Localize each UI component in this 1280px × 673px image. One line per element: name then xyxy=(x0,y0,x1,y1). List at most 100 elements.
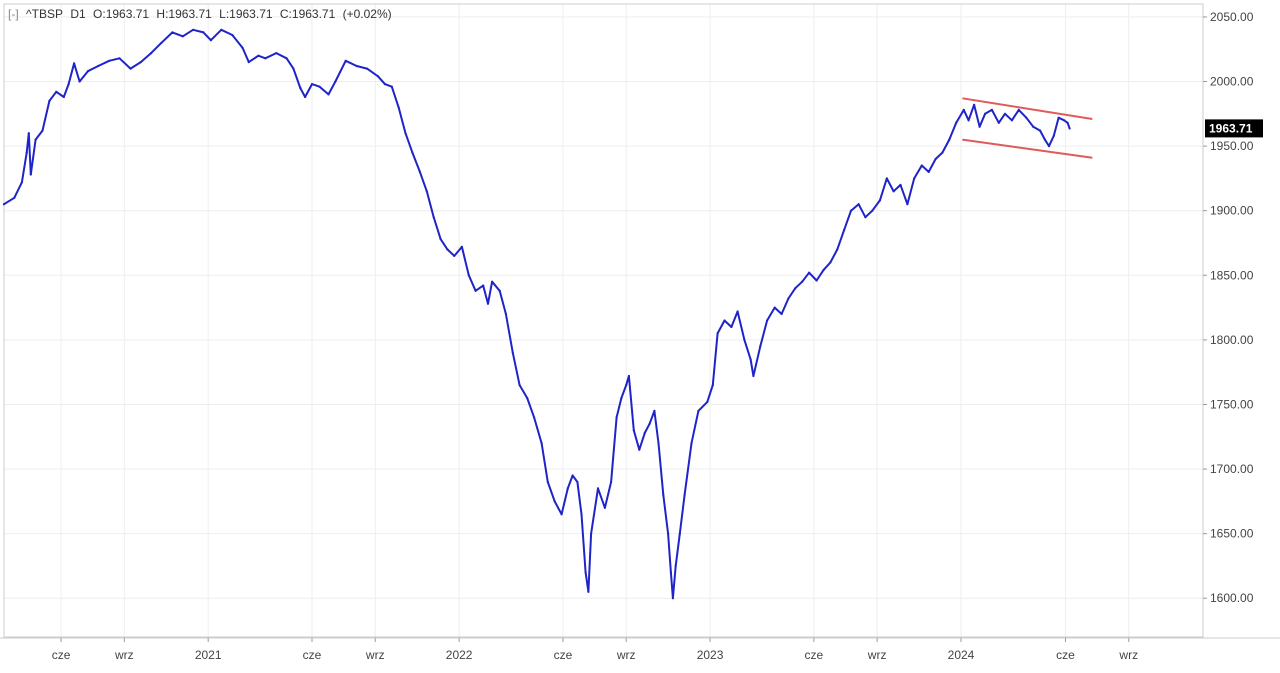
data-point xyxy=(906,203,909,206)
data-point xyxy=(674,564,677,568)
data-point xyxy=(978,125,981,128)
data-point xyxy=(299,86,302,90)
y-tick-label: 2000.00 xyxy=(1210,75,1254,89)
data-point xyxy=(1010,119,1014,122)
low-value: L:1963.71 xyxy=(219,7,273,21)
collapse-toggle[interactable]: [-] xyxy=(8,7,19,21)
y-tick-label: 1850.00 xyxy=(1210,268,1254,282)
data-point xyxy=(920,164,923,167)
data-point xyxy=(344,59,347,62)
data-point xyxy=(504,312,507,316)
data-point xyxy=(836,248,839,251)
data-point xyxy=(892,190,895,193)
data-point xyxy=(808,271,811,274)
data-point xyxy=(576,480,579,484)
data-point xyxy=(941,151,944,154)
trendlines[interactable] xyxy=(962,97,1093,159)
data-point xyxy=(383,83,386,86)
data-point xyxy=(2,203,6,206)
axes: 2050.00 2000.00 1950.00 1900.00 1850.00 1800.… xyxy=(0,3,1280,662)
data-point xyxy=(584,571,587,574)
y-tick-label: 1900.00 xyxy=(1210,204,1254,218)
data-point xyxy=(1066,121,1069,124)
data-point xyxy=(560,513,563,516)
plot-frame xyxy=(3,3,1204,638)
data-point xyxy=(801,280,804,283)
data-point xyxy=(34,138,37,141)
data-point xyxy=(610,480,613,484)
data-point xyxy=(62,95,65,99)
data-point xyxy=(596,487,600,490)
grid xyxy=(4,4,1203,637)
data-point xyxy=(1032,125,1035,128)
data-point xyxy=(843,229,846,232)
data-point xyxy=(13,196,16,199)
data-point xyxy=(41,129,44,132)
data-point xyxy=(29,173,32,176)
data-point xyxy=(899,183,902,186)
data-point xyxy=(553,500,556,503)
data-point xyxy=(546,480,549,484)
data-point xyxy=(627,374,631,378)
last-price-tag: 1963.71 xyxy=(1205,119,1263,138)
data-point xyxy=(304,95,307,99)
x-tick-label: wrz xyxy=(365,648,385,662)
data-point xyxy=(759,345,762,348)
y-tick-label: 1650.00 xyxy=(1210,527,1254,541)
data-point xyxy=(108,59,111,62)
data-point xyxy=(139,61,142,64)
data-point xyxy=(620,396,623,400)
data-point xyxy=(566,487,569,490)
data-point xyxy=(829,261,832,264)
y-tick-label: 1750.00 xyxy=(1210,397,1254,411)
data-point xyxy=(973,103,976,106)
data-point xyxy=(632,429,635,432)
y-tick-label: 1800.00 xyxy=(1210,333,1254,347)
data-point xyxy=(27,132,30,135)
data-point xyxy=(55,90,58,93)
data-point xyxy=(590,532,593,535)
data-point xyxy=(669,571,673,574)
data-point xyxy=(815,279,818,282)
data-point xyxy=(482,284,485,287)
data-point xyxy=(418,170,421,173)
data-point xyxy=(365,67,369,70)
data-point xyxy=(446,248,449,251)
data-point xyxy=(1025,116,1028,119)
data-point xyxy=(657,442,660,445)
data-point xyxy=(285,57,288,60)
upper-trendline[interactable] xyxy=(962,97,1093,120)
x-tick-label: cze xyxy=(554,648,573,662)
data-point xyxy=(711,384,714,387)
data-point xyxy=(220,28,223,31)
lower-trendline[interactable] xyxy=(962,138,1093,159)
x-tick-label: wrz xyxy=(616,648,636,662)
x-tick-label: 2022 xyxy=(446,648,473,662)
data-point xyxy=(849,209,853,212)
data-point xyxy=(716,332,719,335)
data-point xyxy=(955,121,958,124)
symbol-name: ^TBSP xyxy=(26,7,63,21)
data-point xyxy=(118,57,121,60)
data-point xyxy=(1017,108,1020,111)
data-point xyxy=(571,474,574,477)
data-point xyxy=(822,269,825,272)
data-point xyxy=(1052,134,1055,137)
data-point xyxy=(334,80,337,83)
x-tick-label: cze xyxy=(52,648,71,662)
data-point xyxy=(913,177,916,180)
data-point xyxy=(390,85,393,88)
data-point xyxy=(580,513,583,516)
data-point xyxy=(511,351,514,354)
data-point xyxy=(997,121,1000,124)
data-point xyxy=(467,274,470,277)
data-point xyxy=(425,190,428,193)
data-point xyxy=(404,132,407,135)
data-point xyxy=(498,289,501,292)
timeframe: D1 xyxy=(70,7,86,21)
data-point xyxy=(678,532,681,535)
data-point xyxy=(540,442,543,445)
data-point xyxy=(857,203,860,206)
